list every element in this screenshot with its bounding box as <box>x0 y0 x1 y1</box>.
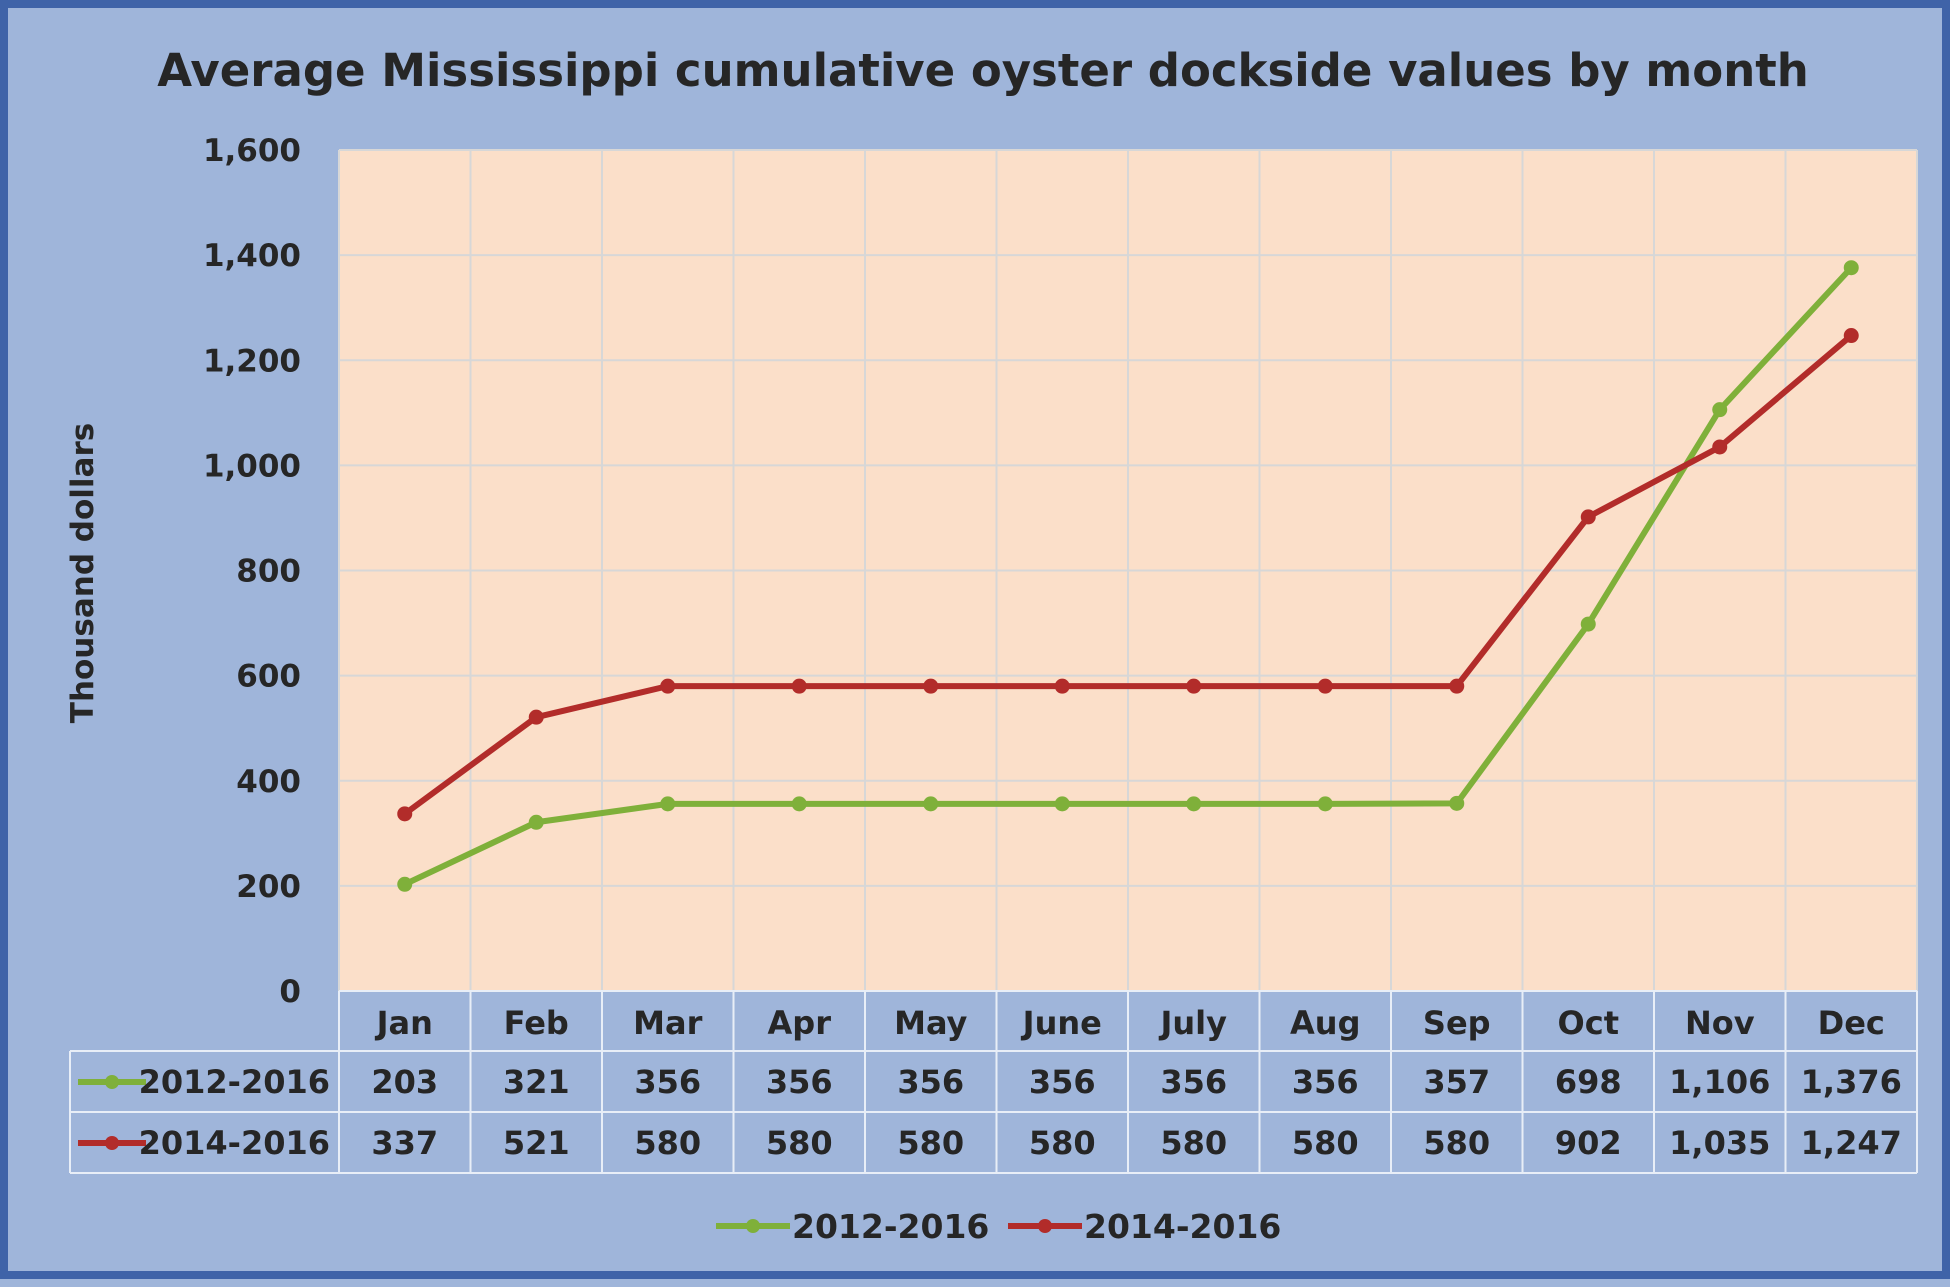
data-cell: 356 <box>1029 1063 1096 1101</box>
x-tick-label: Dec <box>1818 1004 1885 1042</box>
y-tick-label: 1,400 <box>203 238 301 274</box>
data-table: Jan Feb Mar Apr May June July Aug Sep Oct Nov Dec 20… <box>69 990 1918 1174</box>
x-tick-label: Nov <box>1685 1004 1755 1042</box>
x-tick-label: July <box>1158 1004 1227 1042</box>
data-cell: 1,035 <box>1669 1124 1770 1162</box>
data-cell: 356 <box>1292 1063 1359 1101</box>
data-cell: 356 <box>897 1063 964 1101</box>
data-point <box>791 796 807 812</box>
chart-title: Average Mississippi cumulative oyster do… <box>157 44 1809 97</box>
data-cell: 1,376 <box>1801 1063 1902 1101</box>
legend-label: 2012-2016 <box>792 1207 989 1246</box>
data-point <box>1712 402 1728 418</box>
data-point <box>1317 796 1333 812</box>
data-point <box>1186 796 1202 812</box>
y-tick-label: 0 <box>279 974 301 1010</box>
x-tick-label: Aug <box>1290 1004 1360 1042</box>
legend-label: 2014-2016 <box>1084 1207 1281 1246</box>
data-cell: 580 <box>1160 1124 1227 1162</box>
data-point <box>1580 509 1596 525</box>
data-point <box>1449 678 1465 694</box>
data-cell: 356 <box>634 1063 701 1101</box>
data-point <box>660 796 676 812</box>
legend: 2012-2016 2014-2016 <box>716 1207 1281 1246</box>
data-cell: 1,247 <box>1801 1124 1902 1162</box>
data-point <box>923 678 939 694</box>
data-cell: 580 <box>1423 1124 1490 1162</box>
data-cell: 580 <box>1029 1124 1096 1162</box>
data-point <box>1054 678 1070 694</box>
row-series-name: 2012-2016 <box>139 1063 330 1101</box>
data-point <box>1843 260 1859 276</box>
data-cell: 580 <box>1292 1124 1359 1162</box>
y-tick-label: 1,600 <box>203 133 301 169</box>
data-point <box>1186 678 1202 694</box>
x-tick-label: May <box>894 1004 967 1042</box>
y-axis-label: Thousand dollars <box>65 423 101 723</box>
series-line-2014-2016 <box>401 332 1855 817</box>
x-tick-label: Apr <box>768 1004 832 1042</box>
x-tick-label: Sep <box>1423 1004 1491 1042</box>
y-tick-label: 200 <box>236 869 301 905</box>
legend-marker <box>1038 1219 1052 1233</box>
data-point <box>1712 439 1728 455</box>
data-cell: 357 <box>1423 1063 1490 1101</box>
x-tick-label: Oct <box>1558 1004 1619 1042</box>
data-cell: 356 <box>766 1063 833 1101</box>
row-legend-marker <box>105 1075 119 1089</box>
data-cell: 580 <box>897 1124 964 1162</box>
plot-area: 0 200 400 600 800 1,000 1,200 1,400 1,600 <box>203 133 1918 1010</box>
y-tick-label: 400 <box>236 764 301 800</box>
data-point <box>1054 796 1070 812</box>
data-cell: 521 <box>503 1124 570 1162</box>
data-point <box>660 678 676 694</box>
y-tick-label: 600 <box>236 659 301 695</box>
data-point <box>528 709 544 725</box>
legend-marker <box>746 1219 760 1233</box>
data-cell: 580 <box>766 1124 833 1162</box>
data-point <box>923 796 939 812</box>
data-point <box>1843 328 1859 344</box>
data-point <box>397 806 413 822</box>
line-chart: Average Mississippi cumulative oyster do… <box>65 44 1918 1246</box>
data-point <box>1317 678 1333 694</box>
y-tick-label: 1,200 <box>203 343 301 379</box>
x-tick-label: June <box>1021 1004 1102 1042</box>
x-tick-label: Feb <box>504 1004 569 1042</box>
x-tick-label: Mar <box>633 1004 702 1042</box>
row-series-name: 2014-2016 <box>139 1124 330 1162</box>
data-cell: 203 <box>371 1063 438 1101</box>
data-cell: 356 <box>1160 1063 1227 1101</box>
data-cell: 580 <box>634 1124 701 1162</box>
data-point <box>397 876 413 892</box>
y-tick-label: 800 <box>236 554 301 590</box>
data-cell: 337 <box>371 1124 438 1162</box>
data-point <box>1580 616 1596 632</box>
data-point <box>1449 795 1465 811</box>
y-tick-label: 1,000 <box>203 448 301 484</box>
data-cell: 698 <box>1555 1063 1622 1101</box>
row-legend-marker <box>105 1136 119 1150</box>
data-point <box>791 678 807 694</box>
x-tick-label: Jan <box>375 1004 433 1042</box>
data-cell: 1,106 <box>1669 1063 1770 1101</box>
data-cell: 321 <box>503 1063 570 1101</box>
series-line-2012-2016 <box>401 264 1855 888</box>
data-cell: 902 <box>1555 1124 1622 1162</box>
data-point <box>528 814 544 830</box>
